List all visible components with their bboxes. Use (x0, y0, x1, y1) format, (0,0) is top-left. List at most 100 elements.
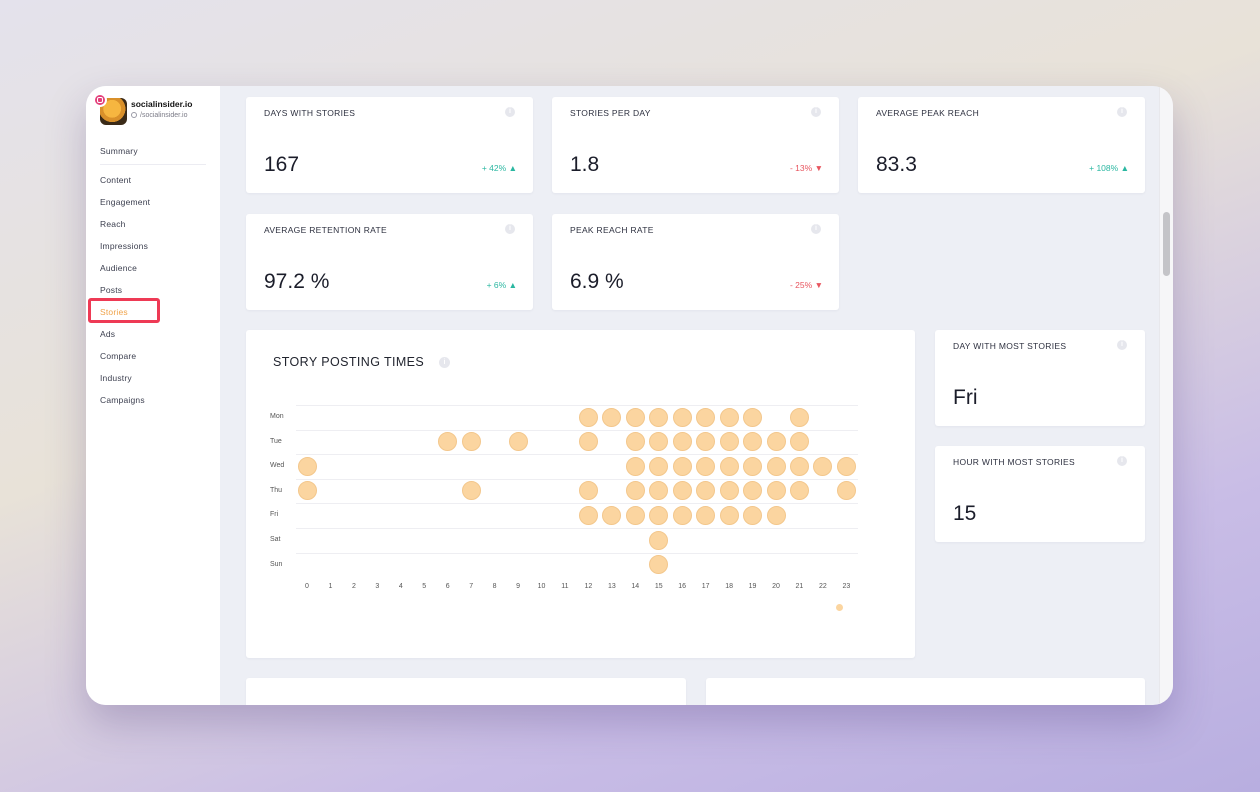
sidebar-item-content[interactable]: Content (100, 175, 132, 185)
kpi-change: - 13% ▼ (790, 163, 823, 173)
bubble-point[interactable] (649, 432, 669, 452)
hour-tick-label: 21 (795, 583, 804, 590)
scrollbar-thumb[interactable] (1163, 212, 1170, 276)
sidebar-item-summary[interactable]: Summary (100, 146, 138, 156)
bubble-point[interactable] (625, 505, 645, 525)
sidebar-item-ads[interactable]: Ads (100, 329, 116, 339)
bubble-point[interactable] (696, 432, 716, 452)
instagram-icon (93, 93, 107, 107)
sidebar-item-impressions[interactable]: Impressions (100, 241, 149, 251)
bubble-point[interactable] (672, 432, 692, 452)
bubble-point[interactable] (719, 505, 739, 525)
bubble-point[interactable] (672, 505, 692, 525)
bubble-point[interactable] (438, 432, 458, 452)
bubble-point[interactable] (672, 407, 692, 427)
bubble-point[interactable] (696, 481, 716, 501)
bubble-point[interactable] (696, 407, 716, 427)
bubble-point[interactable] (836, 456, 856, 476)
bubble-point[interactable] (508, 432, 528, 452)
kpi-card-day-with-most-stories: DAY WITH MOST STORIES i Fri (935, 330, 1145, 426)
triangle-up-icon: ▲ (508, 163, 517, 173)
info-icon[interactable]: i (505, 107, 515, 117)
bubble-point[interactable] (789, 432, 809, 452)
sidebar-item-reach[interactable]: Reach (100, 219, 126, 229)
bubble-point[interactable] (766, 456, 786, 476)
bubble-point[interactable] (649, 456, 669, 476)
bubble-point[interactable] (719, 481, 739, 501)
brand-handle-text: /socialinsider.io (140, 112, 188, 119)
bubble-point[interactable] (578, 432, 598, 452)
info-icon[interactable]: i (811, 224, 821, 234)
info-icon[interactable]: i (439, 357, 450, 368)
bubble-point[interactable] (297, 481, 317, 501)
bubble-point[interactable] (766, 505, 786, 525)
bubble-point[interactable] (789, 481, 809, 501)
kpi-change-value: + 108% (1089, 163, 1119, 173)
main-content: DAYS WITH STORIES i 167 + 42% ▲ STORIES … (220, 86, 1173, 705)
bubble-point[interactable] (766, 432, 786, 452)
kpi-label: AVERAGE PEAK REACH (876, 108, 980, 118)
info-icon[interactable]: i (1117, 107, 1127, 117)
sidebar-item-engagement[interactable]: Engagement (100, 197, 151, 207)
bubble-point[interactable] (649, 407, 669, 427)
bubble-point[interactable] (461, 481, 481, 501)
hour-tick-label: 22 (818, 583, 827, 590)
bubble-point[interactable] (461, 432, 481, 452)
bubble-point[interactable] (743, 505, 763, 525)
bubble-point[interactable] (836, 481, 856, 501)
bubble-point[interactable] (625, 481, 645, 501)
kpi-card-average-retention-rate: AVERAGE RETENTION RATE i 97.2 % + 6% ▲ (246, 214, 533, 310)
bubble-point[interactable] (813, 456, 833, 476)
bubble-point[interactable] (743, 456, 763, 476)
kpi-label: DAY WITH MOST STORIES (953, 341, 1067, 351)
bubble-point[interactable] (719, 432, 739, 452)
bubble-point[interactable] (297, 456, 317, 476)
sidebar-item-compare[interactable]: Compare (100, 351, 137, 361)
info-icon[interactable]: i (811, 107, 821, 117)
bubble-point[interactable] (743, 481, 763, 501)
info-icon[interactable]: i (505, 224, 515, 234)
info-icon[interactable]: i (1117, 340, 1127, 350)
bubble-point[interactable] (625, 456, 645, 476)
bubble-point[interactable] (578, 505, 598, 525)
info-icon[interactable]: i (1117, 456, 1127, 466)
bubble-point[interactable] (649, 555, 669, 575)
bubble-point[interactable] (649, 530, 669, 550)
bubble-point[interactable] (672, 481, 692, 501)
bubble-point[interactable] (696, 456, 716, 476)
bubble-point[interactable] (578, 407, 598, 427)
bubble-point[interactable] (625, 432, 645, 452)
kpi-value: 6.9 % (570, 270, 624, 293)
bubble-point[interactable] (578, 481, 598, 501)
sidebar-item-industry[interactable]: Industry (100, 373, 132, 383)
bubble-point[interactable] (789, 407, 809, 427)
bubble-point[interactable] (719, 456, 739, 476)
bubble-point[interactable] (719, 407, 739, 427)
bubble-point[interactable] (602, 407, 622, 427)
stories-highlight-box (88, 298, 160, 323)
sidebar-item-stories[interactable]: Stories (100, 307, 128, 317)
bubble-point[interactable] (766, 481, 786, 501)
sidebar-item-campaigns[interactable]: Campaigns (100, 395, 145, 405)
bubble-point[interactable] (743, 407, 763, 427)
app-window: socialinsider.io /socialinsider.io Summa… (86, 86, 1173, 705)
chart-title: STORY POSTING TIMES (273, 355, 425, 369)
triangle-down-icon: ▼ (814, 163, 823, 173)
bubble-point[interactable] (696, 505, 716, 525)
bubble-point[interactable] (672, 456, 692, 476)
scrollbar[interactable] (1159, 86, 1173, 705)
hour-tick-label: 12 (584, 583, 593, 590)
sidebar-item-posts[interactable]: Posts (100, 285, 123, 295)
grid-line (296, 454, 858, 456)
bubble-point[interactable] (602, 505, 622, 525)
bubble-point[interactable] (743, 432, 763, 452)
triangle-down-icon: ▼ (814, 280, 823, 290)
brand[interactable]: socialinsider.io /socialinsider.io (93, 93, 215, 126)
hour-tick-label: 11 (561, 583, 569, 590)
bubble-point[interactable] (625, 407, 645, 427)
day-label: Wed (270, 462, 285, 470)
bubble-point[interactable] (789, 456, 809, 476)
bubble-point[interactable] (649, 481, 669, 501)
bubble-point[interactable] (649, 505, 669, 525)
sidebar-item-audience[interactable]: Audience (100, 263, 138, 273)
